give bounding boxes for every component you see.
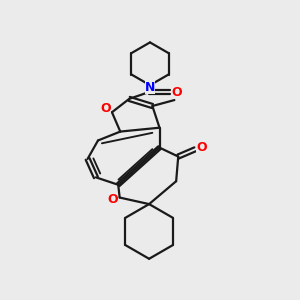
Text: O: O <box>108 193 118 206</box>
Text: O: O <box>171 85 182 98</box>
Text: N: N <box>145 81 155 94</box>
Text: O: O <box>196 141 207 154</box>
Text: O: O <box>101 102 111 115</box>
